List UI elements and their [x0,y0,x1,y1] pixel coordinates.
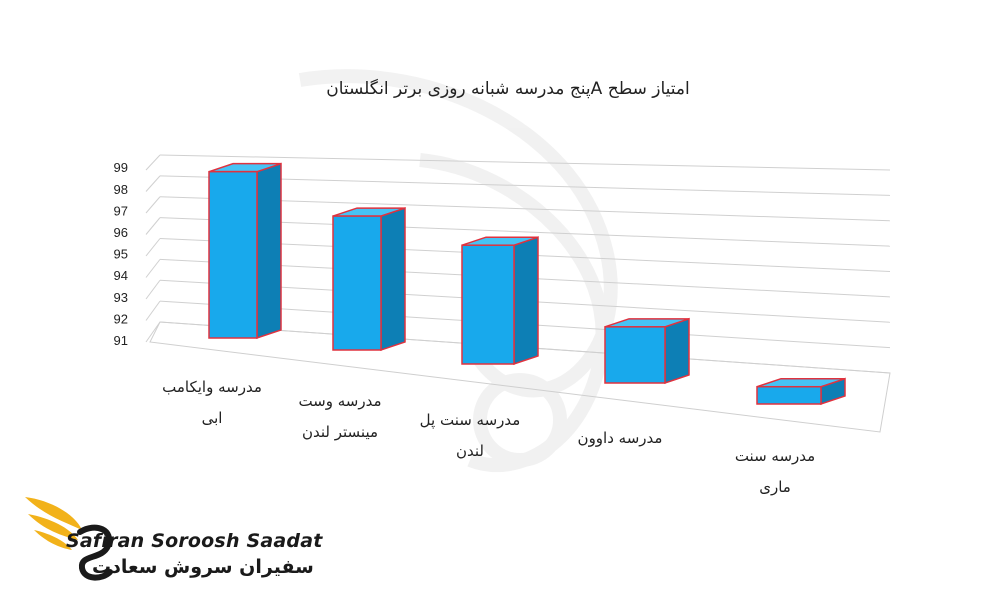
bars [208,162,846,406]
y-tick-label: 99 [114,160,128,175]
y-tick-label: 96 [114,225,128,240]
gridline-side [145,300,161,321]
gridline-side [145,175,161,192]
x-category-label: مدرسه داوون [578,429,663,447]
x-category-label: مدرسه وست [298,392,381,410]
bar-side [513,236,539,366]
x-category-label: مینستر لندن [302,423,378,441]
bar [461,236,539,366]
y-axis: 91 92 93 94 95 96 97 98 99 [114,160,128,348]
logo-name-fa: سفیران سروش سعادت [92,556,314,578]
x-category-label: مدرسه سنت [735,447,815,465]
bar-front [332,215,382,351]
bar-side [256,162,282,340]
bar [332,207,406,352]
bar [604,317,690,385]
bar-side [664,317,690,385]
gridline [159,154,891,171]
gridline-side [145,196,161,214]
x-category-label: ماری [759,478,791,496]
y-tick-label: 97 [114,203,128,218]
bar-front [604,326,666,384]
gridline-side [145,154,161,171]
y-tick-label: 91 [114,333,128,348]
x-category-label: ابی [202,409,223,427]
y-tick-label: 95 [114,247,128,262]
bar-front [756,385,822,405]
x-category-label: لندن [456,442,484,460]
gridline-side [145,259,161,278]
chart-title: امتیاز سطح Aپنج مدرسه شبانه روزی برتر ان… [326,78,690,99]
x-category-label: مدرسه وایکامب [162,378,262,396]
y-tick-label: 94 [114,268,128,283]
x-axis-labels: مدرسه وایکامب ابی مدرسه وست مینستر لندن مدرس… [162,378,815,496]
gridline-side [145,321,161,343]
bar-side [380,207,406,352]
logo-name-en: Safiran Soroosh Saadat [66,530,323,552]
gridline-side [145,238,161,257]
bar [208,162,282,340]
chart-floor [149,321,891,433]
y-tick-label: 98 [114,182,128,197]
bar-front [461,244,515,365]
x-category-label: مدرسه سنت پل [420,411,521,430]
wing-logo-icon [25,497,113,581]
gridline-side [145,217,161,235]
bar [756,377,846,406]
y-tick-label: 92 [114,311,128,326]
bar-front [208,170,258,339]
gridline-side [145,279,161,300]
y-tick-label: 93 [114,290,128,305]
